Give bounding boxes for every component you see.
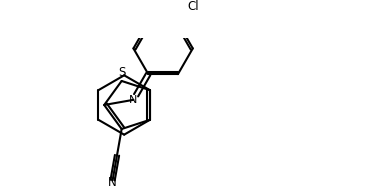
Text: N: N [129, 95, 138, 105]
Text: Cl: Cl [187, 0, 199, 13]
Text: S: S [118, 66, 125, 79]
Text: N: N [108, 176, 116, 189]
